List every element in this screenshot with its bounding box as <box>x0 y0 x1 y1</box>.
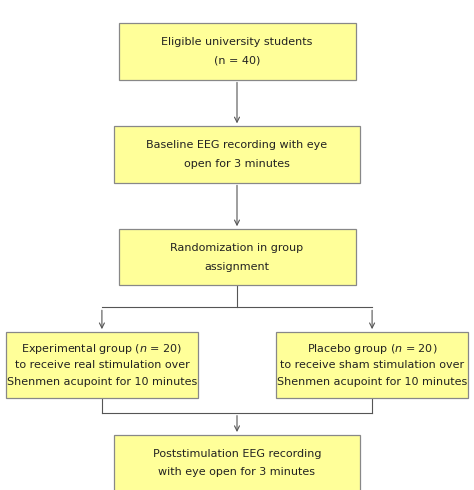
Text: with eye open for 3 minutes: with eye open for 3 minutes <box>158 467 316 477</box>
Text: assignment: assignment <box>204 262 270 271</box>
FancyBboxPatch shape <box>114 126 360 182</box>
Text: Poststimulation EEG recording: Poststimulation EEG recording <box>153 449 321 459</box>
FancyBboxPatch shape <box>114 435 360 490</box>
FancyBboxPatch shape <box>6 332 198 398</box>
Text: (⁠n⁠ = 40): (⁠n⁠ = 40) <box>214 56 260 66</box>
Text: Eligible university students: Eligible university students <box>161 37 313 47</box>
Text: open for 3 minutes: open for 3 minutes <box>184 159 290 169</box>
FancyBboxPatch shape <box>276 332 468 398</box>
Text: to receive sham stimulation over: to receive sham stimulation over <box>280 360 464 370</box>
Text: Shenmen acupoint for 10 minutes: Shenmen acupoint for 10 minutes <box>7 377 197 387</box>
Text: Placebo group ($\it{n}$ = 20): Placebo group ($\it{n}$ = 20) <box>307 342 438 356</box>
FancyBboxPatch shape <box>118 229 356 285</box>
Text: Baseline EEG recording with eye: Baseline EEG recording with eye <box>146 140 328 150</box>
Text: Randomization in group: Randomization in group <box>171 243 303 253</box>
Text: to receive real stimulation over: to receive real stimulation over <box>15 360 189 370</box>
FancyBboxPatch shape <box>118 23 356 79</box>
Text: Shenmen acupoint for 10 minutes: Shenmen acupoint for 10 minutes <box>277 377 467 387</box>
Text: Experimental group ($\it{n}$ = 20): Experimental group ($\it{n}$ = 20) <box>21 342 182 356</box>
